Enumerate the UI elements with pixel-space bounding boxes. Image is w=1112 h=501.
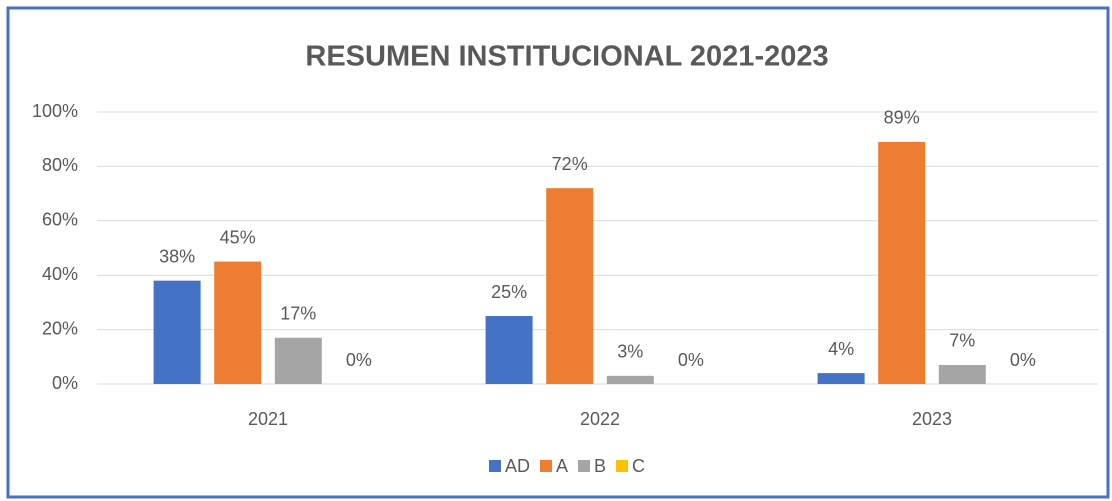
legend-label: A: [556, 456, 568, 476]
bar: [214, 261, 262, 384]
bar: [485, 316, 533, 384]
data-label: 89%: [884, 108, 920, 128]
legend-swatch: [578, 460, 591, 472]
legend-swatch: [616, 460, 629, 472]
bar: [817, 373, 865, 384]
legend-label: AD: [505, 456, 530, 476]
data-label: 3%: [617, 342, 643, 362]
data-label: 7%: [949, 331, 975, 351]
y-tick-label: 40%: [42, 264, 78, 284]
data-label: 45%: [220, 227, 256, 247]
data-label: 0%: [1010, 350, 1036, 370]
data-label: 0%: [346, 350, 372, 370]
bar: [938, 364, 986, 384]
legend-swatch: [488, 460, 501, 472]
data-label: 72%: [552, 154, 588, 174]
chart-title: RESUMEN INSTITUCIONAL 2021-2023: [305, 41, 828, 73]
x-tick-label: 2021: [248, 409, 288, 429]
bar: [274, 337, 322, 384]
data-label: 0%: [678, 350, 704, 370]
bar: [878, 141, 926, 384]
data-label: 17%: [280, 304, 316, 324]
y-tick-label: 20%: [42, 318, 78, 338]
data-label: 4%: [828, 339, 854, 359]
legend-label: B: [594, 456, 606, 476]
legend-label: C: [632, 456, 645, 476]
bar: [153, 280, 201, 384]
x-tick-label: 2023: [912, 409, 952, 429]
bar: [546, 188, 594, 384]
y-tick-label: 100%: [32, 101, 78, 121]
x-tick-label: 2022: [580, 409, 620, 429]
bar: [606, 375, 654, 384]
y-tick-label: 0%: [52, 373, 78, 393]
data-label: 25%: [491, 282, 527, 302]
legend-swatch: [539, 460, 552, 472]
y-tick-label: 80%: [42, 155, 78, 175]
data-label: 38%: [159, 246, 195, 266]
y-tick-label: 60%: [42, 210, 78, 230]
